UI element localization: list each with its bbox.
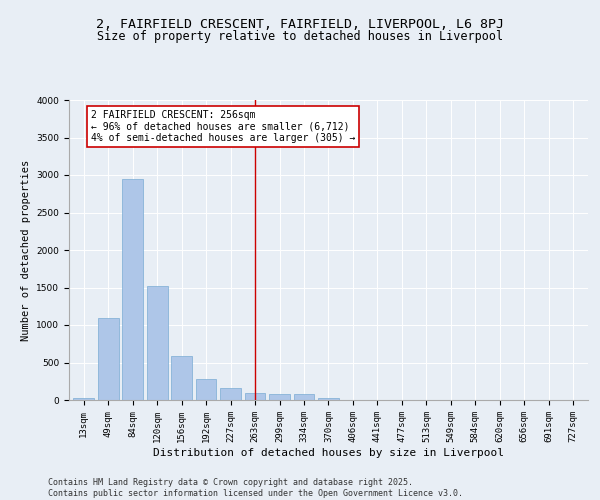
Bar — [245, 392, 265, 400]
Bar — [147, 286, 167, 400]
Bar — [318, 398, 339, 400]
Text: Size of property relative to detached houses in Liverpool: Size of property relative to detached ho… — [97, 30, 503, 43]
Text: 2 FAIRFIELD CRESCENT: 256sqm
← 96% of detached houses are smaller (6,712)
4% of : 2 FAIRFIELD CRESCENT: 256sqm ← 96% of de… — [91, 110, 355, 143]
Bar — [171, 356, 192, 400]
Y-axis label: Number of detached properties: Number of detached properties — [21, 160, 31, 340]
Bar — [73, 398, 94, 400]
Bar — [269, 394, 290, 400]
Bar — [98, 318, 119, 400]
Bar — [196, 379, 217, 400]
Bar — [293, 394, 314, 400]
X-axis label: Distribution of detached houses by size in Liverpool: Distribution of detached houses by size … — [153, 448, 504, 458]
Text: 2, FAIRFIELD CRESCENT, FAIRFIELD, LIVERPOOL, L6 8PJ: 2, FAIRFIELD CRESCENT, FAIRFIELD, LIVERP… — [96, 18, 504, 30]
Bar — [220, 388, 241, 400]
Bar — [122, 179, 143, 400]
Text: Contains HM Land Registry data © Crown copyright and database right 2025.
Contai: Contains HM Land Registry data © Crown c… — [48, 478, 463, 498]
